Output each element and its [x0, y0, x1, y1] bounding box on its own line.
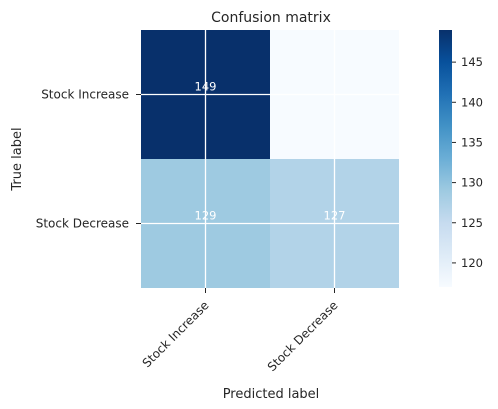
y-tick-label: Stock Decrease	[36, 217, 129, 231]
x-axis-label: Predicted label	[223, 387, 320, 402]
chart-title: Confusion matrix	[211, 10, 331, 26]
y-axis-ticks: Stock Increase Stock Decrease	[36, 88, 141, 231]
colorbar-tick-label: 145	[461, 55, 483, 69]
colorbar-tick-label: 130	[461, 176, 483, 190]
y-axis-label: True label	[10, 127, 25, 191]
cell-value-label: 129	[195, 209, 217, 223]
heatmap-grid	[141, 30, 399, 288]
heatmap-cells	[141, 30, 399, 288]
colorbar-tick-label: 120	[461, 256, 483, 270]
x-tick-label: Stock Decrease	[265, 298, 341, 374]
heatmap-cell-labels: 149 129 127	[195, 80, 346, 223]
x-axis-ticks: Stock Increase Stock Decrease	[140, 288, 341, 374]
y-tick-label: Stock Increase	[41, 88, 129, 102]
colorbar-tick-label: 125	[461, 216, 483, 230]
colorbar	[439, 30, 452, 287]
colorbar-tick-label: 140	[461, 95, 483, 109]
colorbar-ticks: 120 125 130 135 140 145	[452, 55, 483, 270]
cell-value-label: 127	[324, 209, 346, 223]
cell-value-label: 149	[195, 80, 217, 94]
colorbar-tick-label: 135	[461, 135, 483, 149]
x-tick-label: Stock Increase	[140, 298, 212, 370]
